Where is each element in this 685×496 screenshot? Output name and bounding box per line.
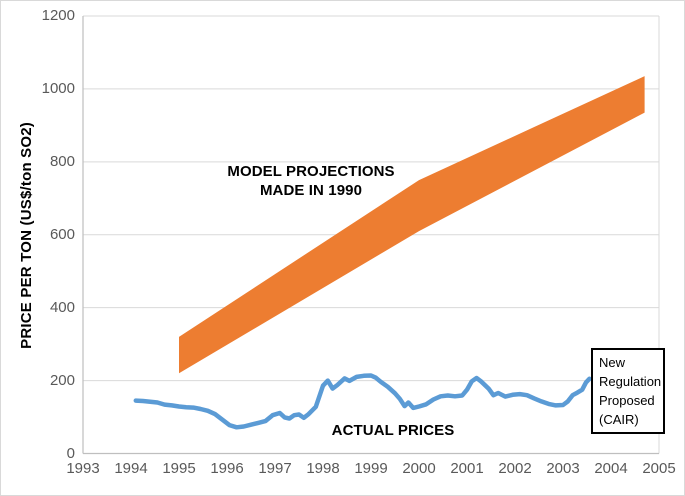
y-tick-label: 400 [49, 298, 75, 316]
actual-prices-line [133, 373, 592, 430]
x-tick-label: 1996 [210, 460, 244, 477]
callout-line: Regulation [599, 374, 662, 389]
y-tick-label: 200 [49, 371, 75, 389]
callout-line: New [599, 355, 626, 370]
x-tick-label: 2004 [594, 460, 628, 477]
x-tick-label: 2000 [402, 460, 436, 477]
annotation-line: MADE IN 1990 [259, 182, 363, 199]
callout-line: Proposed [599, 393, 655, 408]
callout-line: (CAIR) [599, 412, 639, 427]
annotation-line: MODEL PROJECTIONS [227, 163, 395, 180]
x-tick-label: 1995 [162, 460, 196, 477]
x-tick-label: 1998 [306, 460, 340, 477]
projection-band [179, 76, 645, 374]
x-tick-label: 1997 [258, 460, 292, 477]
annotation-model-projections: MODEL PROJECTIONS MADE IN 1990 [211, 162, 411, 200]
y-tick-label: 800 [49, 152, 75, 170]
x-tick-label: 2003 [546, 460, 580, 477]
y-tick-label: 1200 [41, 7, 75, 24]
y-tick-label: 0 [66, 444, 75, 462]
y-tick-label: 600 [49, 225, 75, 243]
x-tick-label: 2002 [498, 460, 532, 477]
annotation-actual-prices: ACTUAL PRICES [331, 422, 455, 439]
x-tick-label: 1993 [66, 460, 100, 477]
y-tick-label: 1000 [41, 79, 75, 97]
x-tick-label: 1994 [114, 460, 148, 477]
x-tick-label: 2005 [642, 460, 676, 477]
x-tick-label: 1999 [354, 460, 388, 477]
x-tick-label: 2001 [450, 460, 484, 477]
new-regulation-callout: New Regulation Proposed (CAIR) [591, 348, 665, 434]
